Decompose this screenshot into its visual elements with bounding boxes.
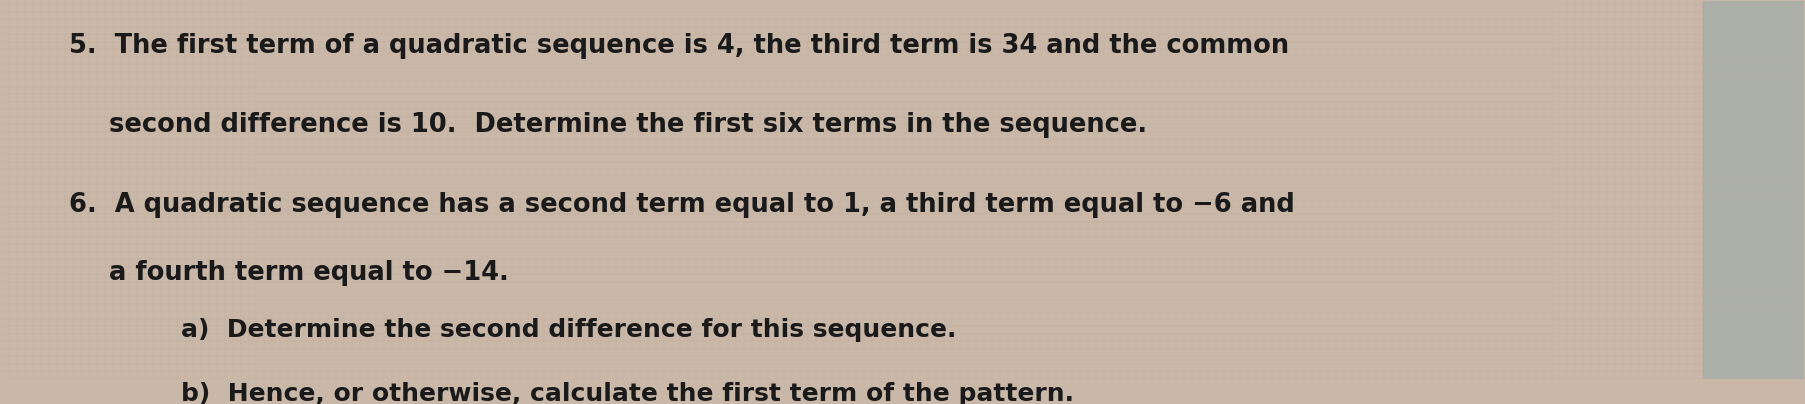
Text: b)  Hence, or otherwise, calculate the first term of the pattern.: b) Hence, or otherwise, calculate the fi…: [180, 382, 1074, 404]
Text: 5.  The first term of a quadratic sequence is 4, the third term is 34 and the co: 5. The first term of a quadratic sequenc…: [69, 33, 1289, 59]
Text: a fourth term equal to −14.: a fourth term equal to −14.: [108, 260, 509, 286]
Text: 6.  A quadratic sequence has a second term equal to 1, a third term equal to −6 : 6. A quadratic sequence has a second ter…: [69, 192, 1294, 218]
Text: second difference is 10.  Determine the first six terms in the sequence.: second difference is 10. Determine the f…: [108, 112, 1146, 139]
Text: a)  Determine the second difference for this sequence.: a) Determine the second difference for t…: [180, 318, 957, 342]
Bar: [1704, 1, 1805, 379]
